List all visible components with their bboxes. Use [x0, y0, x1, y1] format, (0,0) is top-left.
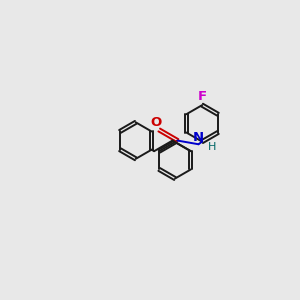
Text: O: O — [150, 116, 161, 128]
Text: H: H — [208, 142, 216, 152]
Text: N: N — [193, 131, 204, 144]
Text: F: F — [198, 90, 207, 103]
